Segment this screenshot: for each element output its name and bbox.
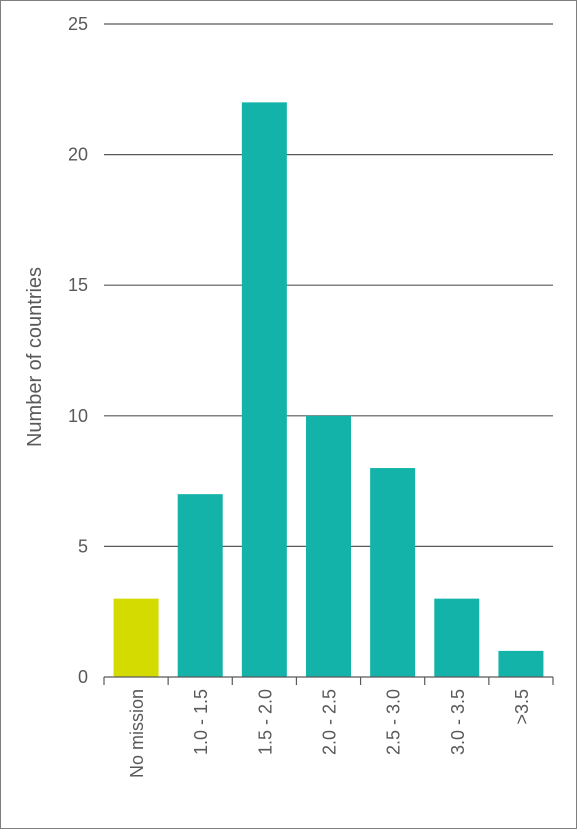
x-tick-label: >3.5 [512,689,532,725]
x-tick-label: 2.5 - 3.0 [384,689,404,755]
x-tick-label: 1.0 - 1.5 [191,689,211,755]
bar [306,415,351,677]
y-tick-label: 5 [78,536,88,556]
bar [177,494,223,677]
x-tick-label: 3.0 - 3.5 [448,689,468,755]
x-tick-label: No mission [127,689,147,778]
y-tick-label: 10 [68,406,88,426]
y-tick-label: 15 [68,275,88,295]
gridlines [104,23,553,548]
axes [103,676,554,685]
x-tick-label: 2.0 - 2.5 [320,689,340,755]
y-tick-label: 0 [78,667,88,687]
y-tick-label: 20 [68,145,88,165]
bar [498,650,544,677]
bar [370,468,416,677]
y-axis-title: Number of countries [24,267,46,447]
bar [434,598,480,677]
y-tick-label: 25 [68,14,88,34]
bars [113,102,544,678]
y-tick-labels: 0 5 10 15 20 25 [68,14,88,687]
x-tick-label: 1.5 - 2.0 [255,689,275,755]
bar [113,598,159,677]
bar [241,102,287,678]
x-tick-labels: No mission 1.0 - 1.5 1.5 - 2.0 2.0 - 2.5 2.5… [127,689,532,778]
